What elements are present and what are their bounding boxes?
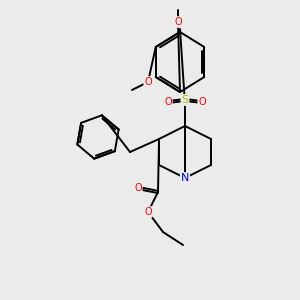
Text: O: O [198, 97, 206, 107]
Text: N: N [181, 173, 189, 183]
Text: S: S [182, 95, 189, 105]
Text: O: O [164, 97, 172, 107]
Text: O: O [174, 17, 182, 27]
Text: O: O [144, 207, 152, 217]
Text: O: O [144, 77, 152, 87]
Text: O: O [134, 183, 142, 193]
